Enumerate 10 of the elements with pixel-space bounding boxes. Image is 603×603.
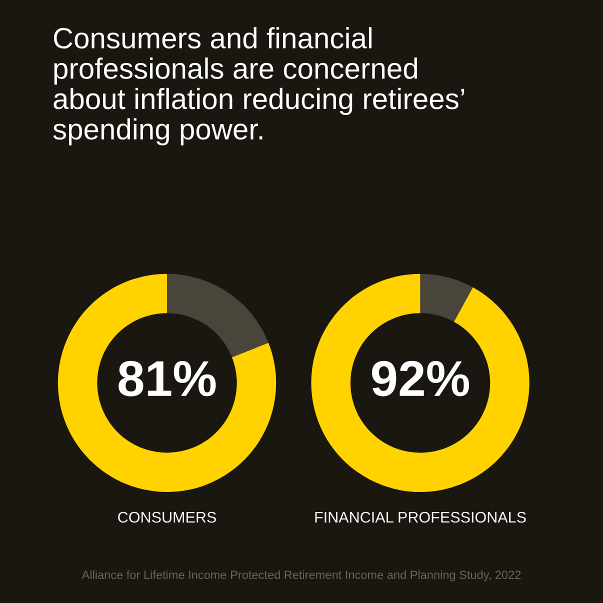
data-label: 92% [372,360,470,396]
text: Alliance for Lifetime Income Protected Retirement Income and Planning Study, 2022 [82,570,521,582]
text: CONSUMERS [118,512,216,523]
donut-slice [311,274,530,492]
donut-slice [420,274,473,322]
donut-slice [167,274,268,358]
text: FINANCIAL PROFESSIONALS [315,512,526,523]
data-label: 81% [118,360,216,396]
donut-slice [58,274,276,492]
chart-title: Consumers and financial professionals are concerned about inflation reducing retirees’ spending power. [53,27,464,146]
